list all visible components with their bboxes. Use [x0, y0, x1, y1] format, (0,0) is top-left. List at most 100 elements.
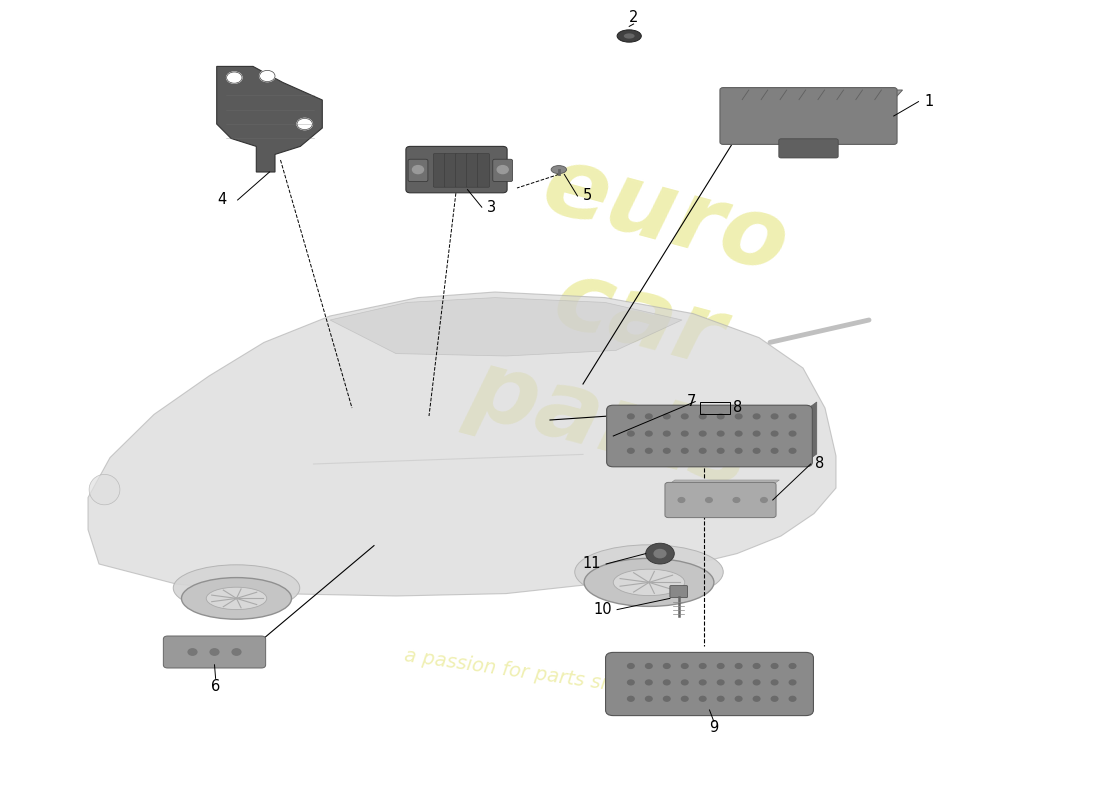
Text: a passion for parts since 1985: a passion for parts since 1985 [403, 646, 697, 706]
Circle shape [627, 680, 634, 685]
Text: 10: 10 [593, 602, 612, 617]
Circle shape [771, 414, 778, 419]
FancyBboxPatch shape [719, 87, 898, 144]
Circle shape [717, 680, 724, 685]
Circle shape [232, 649, 241, 655]
Circle shape [735, 431, 741, 436]
Circle shape [790, 664, 796, 669]
Ellipse shape [551, 166, 566, 174]
Polygon shape [88, 292, 836, 596]
Text: 3: 3 [487, 200, 496, 214]
Circle shape [646, 664, 652, 669]
FancyBboxPatch shape [406, 146, 507, 193]
Circle shape [771, 664, 778, 669]
FancyBboxPatch shape [670, 586, 688, 598]
Circle shape [682, 680, 689, 685]
Circle shape [754, 431, 760, 436]
Ellipse shape [617, 30, 641, 42]
Circle shape [754, 448, 760, 453]
Text: 8: 8 [733, 401, 741, 415]
Ellipse shape [89, 474, 120, 505]
Circle shape [717, 414, 724, 419]
Circle shape [790, 680, 796, 685]
FancyBboxPatch shape [466, 154, 478, 187]
Text: euro
car
parts: euro car parts [459, 134, 817, 506]
Text: 5: 5 [583, 189, 592, 203]
Circle shape [663, 696, 670, 701]
Circle shape [646, 448, 652, 453]
Circle shape [682, 664, 689, 669]
Polygon shape [669, 480, 779, 485]
Circle shape [700, 664, 706, 669]
FancyBboxPatch shape [664, 482, 777, 518]
Circle shape [627, 414, 634, 419]
Circle shape [646, 543, 674, 564]
Text: 11: 11 [582, 557, 601, 571]
Circle shape [754, 414, 760, 419]
Text: 9: 9 [710, 721, 718, 735]
FancyBboxPatch shape [605, 653, 814, 715]
Circle shape [663, 664, 670, 669]
Ellipse shape [624, 34, 635, 38]
Circle shape [790, 448, 796, 453]
Circle shape [754, 664, 760, 669]
Circle shape [227, 72, 242, 83]
Text: 6: 6 [211, 679, 220, 694]
Circle shape [735, 680, 741, 685]
Circle shape [627, 696, 634, 701]
Text: 4: 4 [218, 193, 227, 207]
Circle shape [497, 166, 508, 174]
Circle shape [646, 431, 652, 436]
Circle shape [646, 696, 652, 701]
Circle shape [735, 414, 741, 419]
Circle shape [682, 414, 689, 419]
FancyBboxPatch shape [433, 154, 446, 187]
Ellipse shape [584, 558, 714, 606]
Polygon shape [724, 90, 902, 100]
FancyBboxPatch shape [408, 159, 428, 182]
Ellipse shape [207, 587, 266, 610]
Text: 7: 7 [686, 394, 696, 409]
Polygon shape [330, 298, 682, 356]
FancyBboxPatch shape [607, 405, 812, 467]
Circle shape [700, 448, 706, 453]
Circle shape [663, 414, 670, 419]
FancyBboxPatch shape [477, 154, 490, 187]
Circle shape [678, 498, 684, 502]
Circle shape [790, 431, 796, 436]
FancyBboxPatch shape [444, 154, 456, 187]
Circle shape [771, 696, 778, 701]
Text: 2: 2 [629, 10, 638, 25]
Ellipse shape [174, 565, 299, 611]
FancyBboxPatch shape [493, 159, 513, 182]
Circle shape [682, 448, 689, 453]
Circle shape [717, 696, 724, 701]
Circle shape [682, 431, 689, 436]
Circle shape [682, 696, 689, 701]
Circle shape [188, 649, 197, 655]
Circle shape [700, 414, 706, 419]
Circle shape [771, 680, 778, 685]
Circle shape [627, 431, 634, 436]
Circle shape [646, 680, 652, 685]
Circle shape [761, 498, 768, 502]
Ellipse shape [574, 545, 724, 599]
Circle shape [260, 70, 275, 82]
Ellipse shape [182, 578, 292, 619]
Circle shape [754, 696, 760, 701]
Ellipse shape [614, 570, 684, 595]
Circle shape [700, 431, 706, 436]
Circle shape [627, 448, 634, 453]
Circle shape [706, 498, 713, 502]
Circle shape [734, 498, 740, 502]
Circle shape [754, 680, 760, 685]
Circle shape [700, 680, 706, 685]
Polygon shape [217, 66, 322, 172]
Circle shape [771, 448, 778, 453]
Circle shape [653, 549, 667, 558]
Text: 8: 8 [815, 457, 824, 471]
FancyBboxPatch shape [455, 154, 468, 187]
Circle shape [735, 696, 741, 701]
Circle shape [735, 448, 741, 453]
Circle shape [717, 448, 724, 453]
